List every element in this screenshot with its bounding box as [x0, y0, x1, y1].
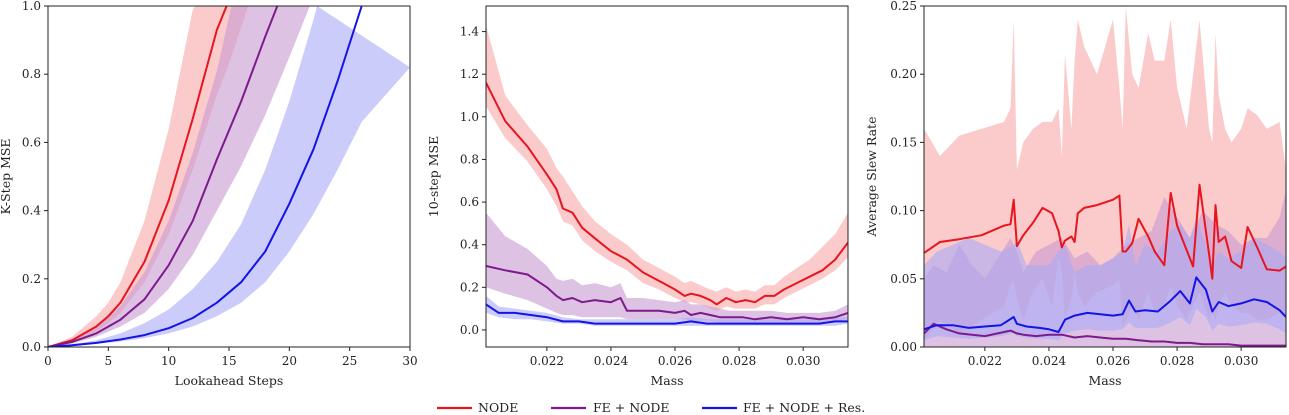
y-tick-label: 0.25 [890, 0, 917, 13]
x-tick-label: 30 [402, 354, 417, 368]
y-tick-label: 1.2 [460, 67, 479, 81]
plot-area [924, 6, 1286, 347]
x-axis-label: Mass [650, 373, 683, 388]
y-tick-label: 0.0 [22, 340, 41, 354]
line-node [48, 6, 228, 347]
x-tick-label: 0.030 [1224, 354, 1258, 368]
x-tick-label: 0.024 [594, 354, 629, 368]
line-fe-node [48, 6, 279, 347]
chart-panel-1: 0 5 10 15 20 25 30 0.0 0.2 0.4 0.6 0.8 1.0 Lookahead … [0, 0, 418, 388]
y-tick-label: 0.2 [22, 272, 41, 286]
x-axis-label: Mass [1088, 373, 1121, 388]
x-tick-label: 20 [282, 354, 297, 368]
legend: NODE FE + NODE FE + NODE + Res. [437, 400, 865, 415]
y-tick-label: 0.8 [22, 67, 41, 81]
x-tick-label: 0.026 [658, 354, 692, 368]
line-fe-node-res [924, 276, 1286, 333]
legend-label-node: NODE [478, 400, 518, 415]
y-tick-label: 1.0 [22, 0, 41, 13]
y-tick-label: 1.4 [460, 25, 479, 39]
x-tick-label: 0.022 [530, 354, 564, 368]
x-tick-label: 10 [161, 354, 176, 368]
y-tick-label: 0.2 [460, 280, 479, 294]
y-tick-label: 0.8 [460, 152, 479, 166]
x-tick-label: 0.026 [1096, 354, 1130, 368]
y-tick-label: 0.4 [22, 204, 41, 218]
x-tick-label: 5 [105, 354, 113, 368]
line-node [486, 82, 848, 306]
line-fe-node [486, 265, 848, 321]
y-axis-label: K-Step MSE [0, 138, 13, 214]
x-axis-label: Lookahead Steps [175, 373, 284, 388]
plot-area [48, 6, 410, 347]
y-tick-label: 0.10 [890, 204, 917, 218]
line-fe-node-res [48, 6, 363, 347]
y-tick-label: 0.05 [890, 272, 917, 286]
line-node [924, 183, 1286, 280]
band-node [486, 25, 848, 311]
line-fe-node-res [486, 303, 848, 325]
axes-frame [485, 5, 849, 348]
x-tick-label: 25 [342, 354, 357, 368]
x-tick-label: 15 [221, 354, 236, 368]
y-tick-label: 1.0 [460, 110, 479, 124]
x-tick-label: 0.028 [722, 354, 756, 368]
band-fe-node-res [48, 6, 410, 347]
plot-area [486, 25, 848, 326]
y-tick-label: 0.0 [460, 323, 479, 337]
chart-panel-3: 0.022 0.024 0.026 0.028 0.030 0.00 0.05 0.10 0.1… [864, 0, 1287, 388]
x-tick-label: 0.030 [786, 354, 820, 368]
x-tick-label: 0 [44, 354, 52, 368]
y-tick-label: 0.00 [890, 340, 917, 354]
band-node [48, 6, 249, 347]
axes-frame [923, 5, 1287, 348]
y-tick-label: 0.6 [460, 195, 479, 209]
y-axis-label: 10-step MSE [426, 136, 441, 217]
y-tick-label: 0.20 [890, 67, 917, 81]
x-tick-label: 0.028 [1160, 354, 1194, 368]
x-tick-label: 0.022 [968, 354, 1002, 368]
y-tick-label: 0.6 [22, 135, 41, 149]
band-fe-node [486, 212, 848, 324]
legend-label-fe-node-res: FE + NODE + Res. [743, 400, 865, 415]
legend-label-fe-node: FE + NODE [593, 400, 670, 415]
y-tick-label: 0.4 [460, 238, 479, 252]
line-fe-node [924, 322, 1286, 347]
x-tick-label: 0.024 [1032, 354, 1067, 368]
y-tick-label: 0.15 [890, 135, 917, 149]
y-axis-label: Average Slew Rate [864, 117, 879, 238]
chart-panel-2: 0.022 0.024 0.026 0.028 0.030 0.0 0.2 0.4 0.6 0.8… [426, 5, 849, 388]
